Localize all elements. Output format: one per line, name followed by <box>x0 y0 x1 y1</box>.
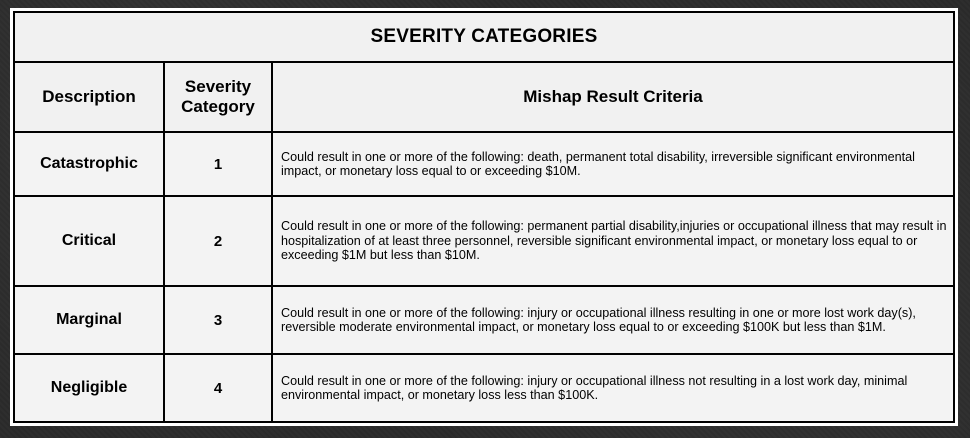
severity-table: SEVERITY CATEGORIES Description Severity… <box>13 11 955 423</box>
table-row: Marginal 3 Could result in one or more o… <box>13 285 955 355</box>
header-severity-category: Severity Category <box>163 61 273 133</box>
row-criteria: Could result in one or more of the follo… <box>271 131 955 197</box>
title-row: SEVERITY CATEGORIES <box>13 11 955 63</box>
table-row: Negligible 4 Could result in one or more… <box>13 353 955 423</box>
row-category: 3 <box>163 285 273 355</box>
row-description: Catastrophic <box>13 131 165 197</box>
row-description: Marginal <box>13 285 165 355</box>
row-criteria: Could result in one or more of the follo… <box>271 353 955 423</box>
header-description: Description <box>13 61 165 133</box>
table-row: Catastrophic 1 Could result in one or mo… <box>13 131 955 197</box>
header-criteria: Mishap Result Criteria <box>271 61 955 133</box>
row-category: 1 <box>163 131 273 197</box>
header-category-line1: Severity <box>184 77 252 96</box>
row-description: Negligible <box>13 353 165 423</box>
row-criteria: Could result in one or more of the follo… <box>271 195 955 287</box>
header-row: Description Severity Category Mishap Res… <box>13 61 955 133</box>
row-description: Critical <box>13 195 165 287</box>
row-category: 2 <box>163 195 273 287</box>
row-category: 4 <box>163 353 273 423</box>
row-criteria: Could result in one or more of the follo… <box>271 285 955 355</box>
document-frame: SEVERITY CATEGORIES Description Severity… <box>10 8 958 426</box>
table-row: Critical 2 Could result in one or more o… <box>13 195 955 287</box>
table-title: SEVERITY CATEGORIES <box>13 11 955 63</box>
header-category-line2: Category <box>181 97 255 116</box>
